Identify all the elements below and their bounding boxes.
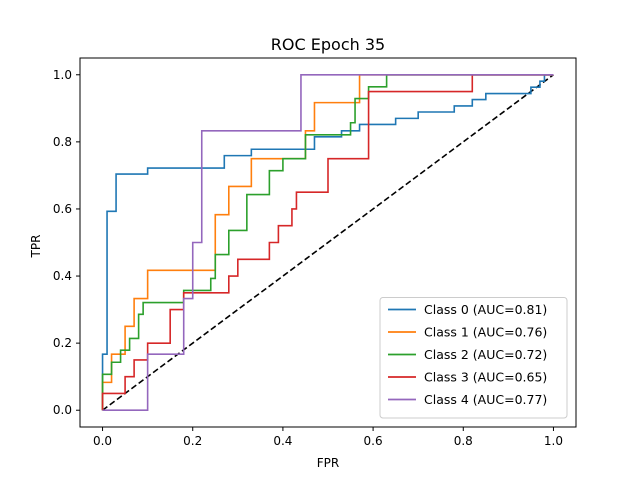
y-tick-label: 0.4 xyxy=(53,269,72,283)
legend-label-class-2: Class 2 (AUC=0.72) xyxy=(424,347,547,362)
x-tick-label: 0.0 xyxy=(93,434,112,448)
y-tick-label: 0.2 xyxy=(53,336,72,350)
legend: Class 0 (AUC=0.81) Class 1 (AUC=0.76) Clas… xyxy=(380,298,567,419)
legend-label-class-1: Class 1 (AUC=0.76) xyxy=(424,325,547,340)
x-tick-label: 0.4 xyxy=(273,434,292,448)
x-tick-label: 1.0 xyxy=(544,434,563,448)
x-tick-label: 0.6 xyxy=(364,434,383,448)
y-tick-label: 1.0 xyxy=(53,68,72,82)
y-axis-label: TPR xyxy=(29,235,43,259)
legend-label-class-4: Class 4 (AUC=0.77) xyxy=(424,392,547,407)
x-tick-label: 0.8 xyxy=(454,434,473,448)
chart-title: ROC Epoch 35 xyxy=(271,35,385,54)
x-tick-label: 0.2 xyxy=(183,434,202,448)
legend-label-class-0: Class 0 (AUC=0.81) xyxy=(424,302,547,317)
y-tick-label: 0.6 xyxy=(53,202,72,216)
legend-label-class-3: Class 3 (AUC=0.65) xyxy=(424,370,547,385)
x-axis-label: FPR xyxy=(317,456,339,470)
y-tick-label: 0.0 xyxy=(53,403,72,417)
y-tick-label: 0.8 xyxy=(53,135,72,149)
